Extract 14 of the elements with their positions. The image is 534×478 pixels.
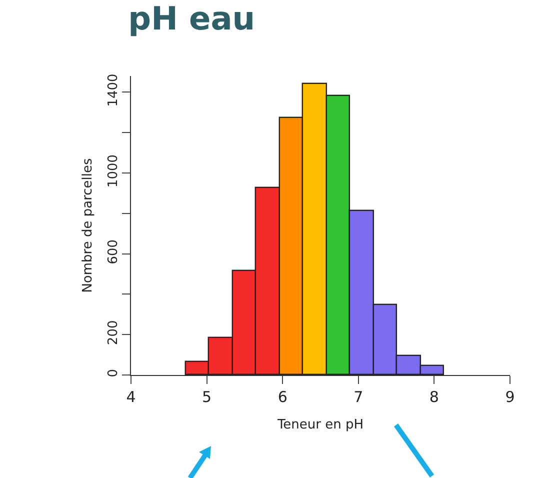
x-tick-label: 9 <box>505 388 515 406</box>
x-tick-label: 5 <box>202 388 212 406</box>
chart-title: pH eau <box>128 0 256 38</box>
x-tick-label: 4 <box>126 388 136 406</box>
x-axis-title: Teneur en pH <box>276 418 364 433</box>
x-tick-label: 8 <box>429 388 439 406</box>
y-tick-label: 1400 <box>106 74 121 107</box>
y-tick-label: 1000 <box>106 154 121 188</box>
y-axis-title: Nombre de parcelles <box>80 158 96 293</box>
y-tick-label: 600 <box>106 239 121 264</box>
y-tick-label: 200 <box>106 320 121 346</box>
x-tick-label: 6 <box>278 388 288 406</box>
x-tick-label: 7 <box>354 388 364 406</box>
y-tick-label: 0 <box>106 368 121 378</box>
